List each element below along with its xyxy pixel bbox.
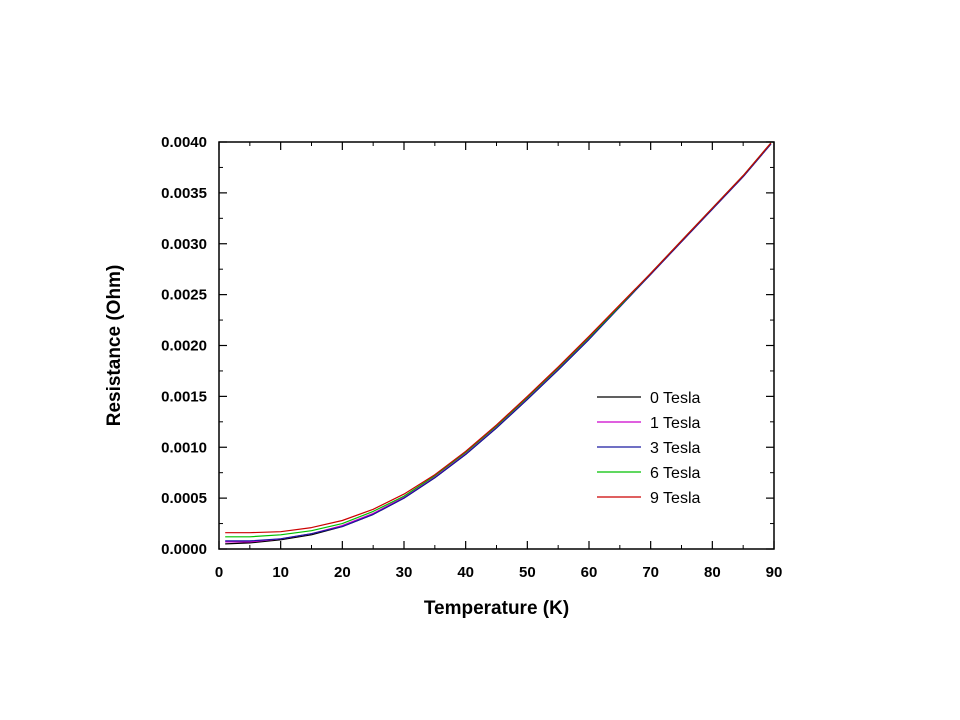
- x-tick-label: 20: [334, 564, 351, 581]
- series-lines: [225, 142, 772, 545]
- legend-label-3: 3 Tesla: [650, 440, 701, 457]
- legend: 0 Tesla 1 Tesla 3 Tesla 6 Tesla 9 Tesla: [597, 390, 701, 507]
- x-tick-label: 50: [519, 564, 536, 581]
- y-tick-label: 0.0030: [161, 236, 207, 253]
- x-tick-label: 30: [396, 564, 413, 581]
- legend-label-2: 1 Tesla: [650, 415, 701, 432]
- plot-frame: [218, 141, 775, 550]
- series-line-1: [225, 143, 772, 545]
- x-tick-labels: 0 10 20 30 40 50 60 70 80 90: [215, 564, 783, 581]
- x-tick-label: 10: [272, 564, 289, 581]
- y-axis-title: Resistance (Ohm): [104, 265, 125, 427]
- y-tick-label: 0.0040: [161, 134, 207, 151]
- y-tick-label: 0.0005: [161, 490, 207, 507]
- axis-ticks: [218, 141, 775, 550]
- x-tick-label: 60: [581, 564, 598, 581]
- x-tick-label: 80: [704, 564, 721, 581]
- y-tick-label: 0.0025: [161, 287, 207, 304]
- legend-label-4: 6 Tesla: [650, 465, 701, 482]
- x-axis-title: Temperature (K): [424, 598, 569, 619]
- series-line-5: [225, 142, 772, 534]
- x-tick-label: 40: [457, 564, 474, 581]
- y-tick-label: 0.0020: [161, 338, 207, 355]
- legend-label-1: 0 Tesla: [650, 390, 701, 407]
- y-tick-label: 0.0010: [161, 439, 207, 456]
- y-tick-labels: 0.0000 0.0005 0.0010 0.0015 0.0020 0.0025 0.00…: [161, 134, 207, 558]
- series-line-3: [225, 143, 772, 542]
- y-tick-label: 0.0015: [161, 388, 207, 405]
- series-line-2: [225, 143, 772, 543]
- y-tick-label: 0.0000: [161, 541, 207, 558]
- x-tick-label: 70: [642, 564, 659, 581]
- x-tick-label: 90: [766, 564, 783, 581]
- legend-label-5: 9 Tesla: [650, 490, 701, 507]
- y-tick-label: 0.0035: [161, 185, 207, 202]
- x-tick-label: 0: [215, 564, 223, 581]
